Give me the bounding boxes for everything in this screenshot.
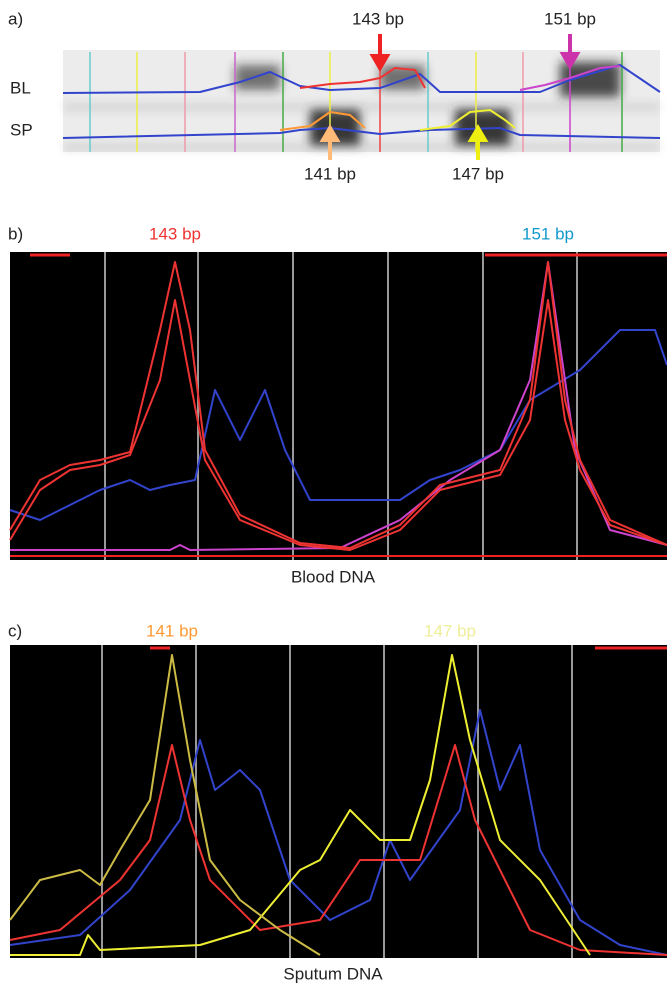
marker-label: 151 bp (544, 9, 596, 28)
marker-label: 147 bp (452, 164, 504, 183)
electropherogram (10, 645, 667, 958)
electropherogram (10, 252, 667, 560)
page: a) BL SP 143 bp 151 bp 141 bp 147 bp b) … (0, 0, 667, 986)
caption: Sputum DNA (283, 964, 383, 983)
caption: Blood DNA (291, 567, 376, 586)
peak-label: 143 bp (149, 224, 201, 243)
marker-label: 141 bp (304, 164, 356, 183)
figure: a) BL SP 143 bp 151 bp 141 bp 147 bp b) … (0, 0, 667, 986)
peak-label: 147 bp (424, 621, 476, 640)
marker-label: 143 bp (352, 9, 404, 28)
peak-label: 151 bp (522, 224, 574, 243)
peak-label: 141 bp (146, 621, 198, 640)
panel-label: c) (8, 621, 22, 640)
panel-label: b) (8, 224, 23, 243)
panel-label: a) (8, 9, 23, 28)
row-label: SP (10, 120, 33, 139)
row-label: BL (10, 78, 31, 97)
